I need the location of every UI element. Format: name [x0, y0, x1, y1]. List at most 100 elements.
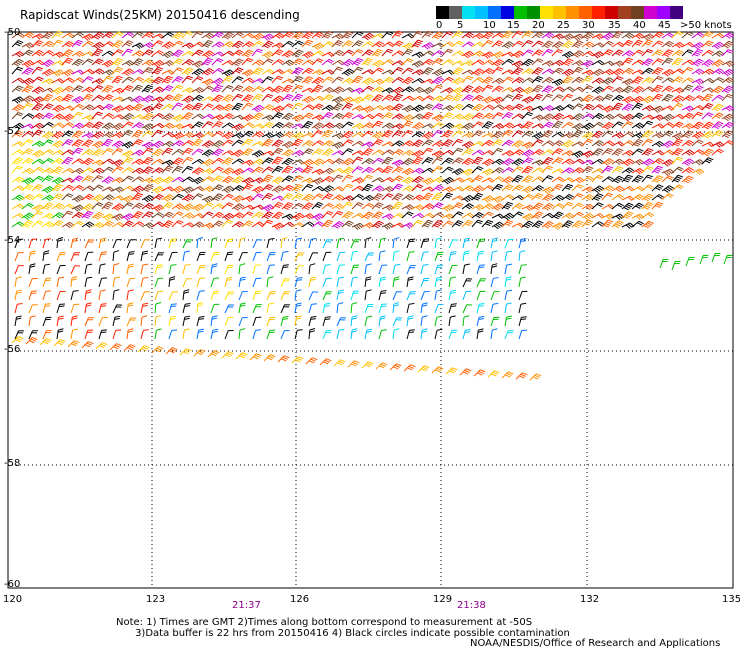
wind-barb — [191, 113, 205, 120]
wind-barb — [681, 77, 695, 84]
wind-barb — [434, 289, 442, 301]
wind-barb — [364, 276, 372, 288]
wind-barb — [531, 193, 544, 201]
wind-barb — [448, 315, 456, 327]
wind-barb — [191, 30, 204, 39]
wind-barb — [261, 40, 274, 49]
wind-barb — [361, 122, 375, 129]
wind-barb — [251, 150, 265, 158]
wind-barb — [581, 32, 595, 40]
wind-barb — [711, 103, 724, 112]
wind-barb — [721, 105, 735, 112]
wind-barb — [121, 167, 134, 174]
wind-barb — [401, 158, 414, 166]
wind-barb — [391, 40, 404, 48]
wind-barb — [341, 139, 354, 147]
wind-barb — [421, 177, 435, 186]
wind-barb — [231, 149, 245, 158]
wind-barb — [401, 129, 414, 138]
wind-barb — [401, 204, 415, 211]
wind-barb — [561, 177, 575, 183]
wind-barb — [207, 350, 220, 358]
wind-barb — [341, 130, 354, 139]
wind-barb — [111, 66, 124, 75]
wind-barb — [411, 184, 424, 192]
wind-barb — [21, 42, 35, 49]
wind-barb — [154, 328, 162, 340]
wind-barb — [81, 58, 94, 66]
wind-barb — [361, 194, 375, 202]
wind-barb — [341, 174, 354, 183]
wind-barb — [601, 192, 614, 201]
wind-barb — [420, 328, 428, 340]
wind-barb — [378, 329, 387, 340]
wind-barb — [541, 165, 554, 174]
wind-barb — [321, 129, 334, 138]
wind-barb — [101, 50, 115, 57]
wind-barb — [281, 84, 294, 93]
legend-swatch — [657, 6, 670, 19]
wind-barb — [291, 356, 304, 364]
wind-barb — [196, 316, 205, 327]
wind-barb — [601, 158, 615, 166]
legend-swatch — [540, 6, 553, 19]
wind-barb — [462, 304, 473, 314]
wind-barb — [661, 77, 675, 84]
wind-barb — [211, 104, 225, 111]
wind-barb — [351, 131, 365, 138]
wind-barb — [541, 85, 554, 93]
wind-barb — [691, 139, 704, 147]
wind-barb — [541, 220, 554, 229]
wind-barb — [476, 250, 485, 262]
wind-barb — [518, 250, 526, 262]
wind-barb — [621, 85, 634, 94]
wind-barb — [591, 130, 604, 139]
wind-barb — [91, 211, 104, 220]
wind-barb — [391, 30, 404, 39]
lat-label: -58 — [4, 458, 21, 469]
wind-barb — [67, 340, 80, 348]
wind-barb — [392, 250, 400, 262]
wind-barb — [238, 252, 248, 262]
wind-barb — [561, 183, 574, 192]
wind-barb — [671, 121, 684, 129]
wind-barb — [321, 202, 334, 210]
wind-barb — [271, 75, 284, 84]
wind-barb — [441, 112, 454, 120]
wind-barb — [581, 50, 595, 57]
wind-barb — [11, 194, 25, 201]
wind-barb — [11, 176, 25, 183]
wind-barb — [321, 122, 335, 129]
wind-barb — [241, 57, 254, 66]
wind-barb — [321, 185, 335, 193]
wind-barb — [41, 59, 55, 68]
wind-barb — [70, 290, 79, 301]
wind-barb — [491, 147, 504, 156]
wind-barb — [271, 122, 285, 129]
wind-barb — [21, 139, 34, 147]
wind-barb — [711, 77, 725, 84]
wind-barb — [151, 140, 165, 149]
wind-barb — [561, 193, 574, 201]
wind-barb — [511, 184, 524, 192]
wind-barb — [231, 212, 245, 219]
wind-barb — [420, 315, 428, 327]
wind-barb — [322, 264, 331, 275]
wind-barb — [721, 77, 735, 84]
wind-barb — [21, 67, 34, 76]
wind-barb — [84, 251, 94, 262]
wind-barb — [71, 103, 84, 111]
wind-barb — [322, 302, 331, 314]
wind-barb — [131, 76, 144, 84]
wind-barb — [111, 166, 124, 174]
wind-barb — [671, 102, 684, 111]
wind-barb — [161, 176, 175, 184]
wind-barb — [111, 140, 125, 149]
wind-barb — [421, 192, 434, 201]
wind-barb — [238, 328, 246, 340]
wind-barb — [91, 222, 105, 229]
wind-barb — [28, 330, 38, 340]
wind-barb — [611, 194, 625, 201]
wind-barb — [126, 277, 136, 288]
wind-barb — [191, 121, 204, 129]
